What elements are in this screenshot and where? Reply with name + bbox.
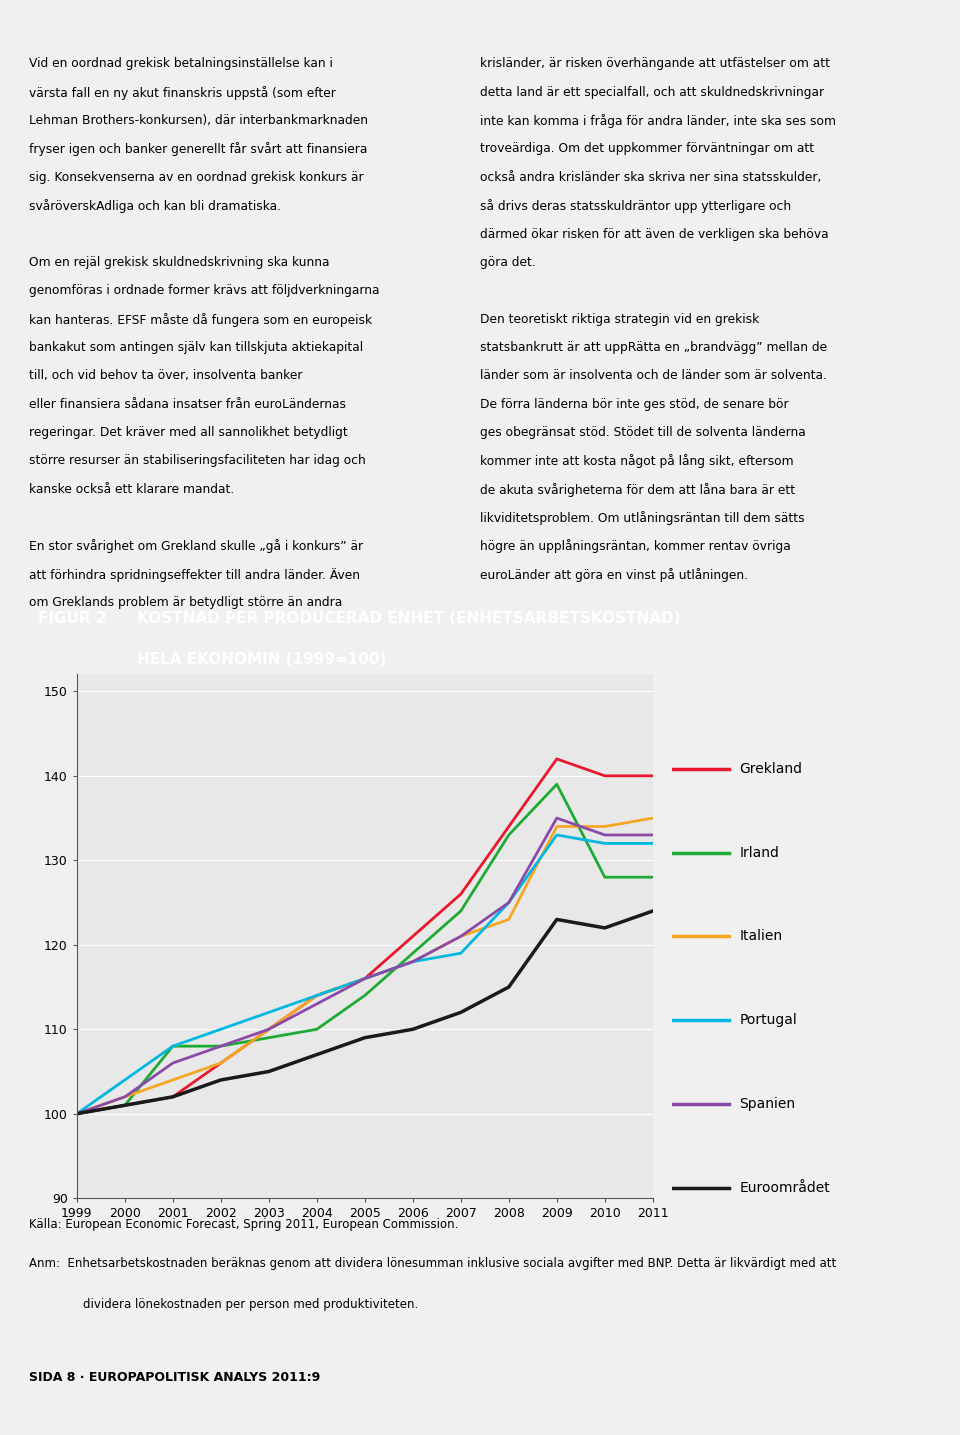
Text: kanske också ett klarare mandat.: kanske också ett klarare mandat. bbox=[29, 482, 234, 495]
Text: också andra krisländer ska skriva ner sina statsskulder,: också andra krisländer ska skriva ner si… bbox=[480, 171, 822, 184]
Text: dividera lönekostnaden per person med produktiviteten.: dividera lönekostnaden per person med pr… bbox=[83, 1299, 419, 1312]
Text: Vid en oordnad grekisk betalningsinställelse kan i: Vid en oordnad grekisk betalningsinställ… bbox=[29, 57, 333, 70]
Text: göra det.: göra det. bbox=[480, 255, 536, 268]
Text: likviditetsproblem. Om utlåningsräntan till dem sätts: likviditetsproblem. Om utlåningsräntan t… bbox=[480, 511, 804, 525]
Text: större resurser än stabiliseringsfaciliteten har idag och: större resurser än stabiliseringsfacilit… bbox=[29, 455, 366, 468]
Text: detta land är ett specialfall, och att skuldnedskrivningar: detta land är ett specialfall, och att s… bbox=[480, 86, 824, 99]
Text: Spanien: Spanien bbox=[739, 1096, 796, 1111]
Text: länder som är insolventa och de länder som är solventa.: länder som är insolventa och de länder s… bbox=[480, 369, 827, 382]
Text: högre än upplåningsräntan, kommer rentav övriga: högre än upplåningsräntan, kommer rentav… bbox=[480, 540, 791, 554]
Text: troveärdiga. Om det uppkommer förväntningar om att: troveärdiga. Om det uppkommer förväntnin… bbox=[480, 142, 814, 155]
Text: De förra länderna bör inte ges stöd, de senare bör: De förra länderna bör inte ges stöd, de … bbox=[480, 397, 788, 410]
Text: Italien: Italien bbox=[739, 930, 782, 943]
Text: kan hanteras. EFSF måste då fungera som en europeisk: kan hanteras. EFSF måste då fungera som … bbox=[29, 313, 372, 327]
Text: Källa: European Economic Forecast, Spring 2011, European Commission.: Källa: European Economic Forecast, Sprin… bbox=[29, 1218, 458, 1231]
Text: därmed ökar risken för att även de verkligen ska behöva: därmed ökar risken för att även de verkl… bbox=[480, 228, 828, 241]
Text: svåröverskAdliga och kan bli dramatiska.: svåröverskAdliga och kan bli dramatiska. bbox=[29, 199, 280, 214]
Text: genomföras i ordnade former krävs att följdverkningarna: genomföras i ordnade former krävs att fö… bbox=[29, 284, 379, 297]
Text: Den teoretiskt riktiga strategin vid en grekisk: Den teoretiskt riktiga strategin vid en … bbox=[480, 313, 759, 326]
Text: inte kan komma i fråga för andra länder, inte ska ses som: inte kan komma i fråga för andra länder,… bbox=[480, 115, 836, 128]
Text: SIDA 8 · EUROPAPOLITISK ANALYS 2011:9: SIDA 8 · EUROPAPOLITISK ANALYS 2011:9 bbox=[29, 1370, 320, 1385]
Text: Anm:  Enhetsarbetskostnaden beräknas genom att dividera lönesumman inklusive soc: Anm: Enhetsarbetskostnaden beräknas geno… bbox=[29, 1257, 836, 1270]
Text: FIGUR 2: FIGUR 2 bbox=[37, 611, 107, 626]
Text: eller finansiera sådana insatser från euroLändernas: eller finansiera sådana insatser från eu… bbox=[29, 397, 346, 410]
Text: ges obegränsat stöd. Stödet till de solventa länderna: ges obegränsat stöd. Stödet till de solv… bbox=[480, 426, 805, 439]
Text: statsbankrutt är att uppRätta en „brandvägg” mellan de: statsbankrutt är att uppRätta en „brandv… bbox=[480, 342, 828, 354]
Text: HELA EKONOMIN (1999=100): HELA EKONOMIN (1999=100) bbox=[137, 653, 387, 667]
Text: värsta fall en ny akut finanskris uppstå (som efter: värsta fall en ny akut finanskris uppstå… bbox=[29, 86, 336, 99]
Text: att förhindra spridningseffekter till andra länder. Även: att förhindra spridningseffekter till an… bbox=[29, 568, 360, 581]
Text: så drivs deras statsskuldräntor upp ytterligare och: så drivs deras statsskuldräntor upp ytte… bbox=[480, 199, 791, 214]
Text: regeringar. Det kräver med all sannolikhet betydligt: regeringar. Det kräver med all sannolikh… bbox=[29, 426, 348, 439]
Text: bankakut som antingen själv kan tillskjuta aktiekapital: bankakut som antingen själv kan tillskju… bbox=[29, 342, 363, 354]
Text: Euroområdet: Euroområdet bbox=[739, 1181, 830, 1195]
Text: de akuta svårigheterna för dem att låna bara är ett: de akuta svårigheterna för dem att låna … bbox=[480, 482, 795, 497]
Text: Lehman Brothers-konkursen), där interbankmarknaden: Lehman Brothers-konkursen), där interban… bbox=[29, 115, 368, 128]
Text: sig. Konsekvenserna av en oordnad grekisk konkurs är: sig. Konsekvenserna av en oordnad grekis… bbox=[29, 171, 364, 184]
Text: En stor svårighet om Grekland skulle „gå i konkurs” är: En stor svårighet om Grekland skulle „gå… bbox=[29, 540, 363, 554]
Text: KOSTNAD PER PRODUCERAD ENHET (ENHETSARBETSKOSTNAD): KOSTNAD PER PRODUCERAD ENHET (ENHETSARBE… bbox=[137, 611, 681, 626]
Text: Irland: Irland bbox=[739, 845, 780, 860]
Text: Om en rejäl grekisk skuldnedskrivning ska kunna: Om en rejäl grekisk skuldnedskrivning sk… bbox=[29, 255, 329, 268]
Text: fryser igen och banker generellt får svårt att finansiera: fryser igen och banker generellt får svå… bbox=[29, 142, 367, 156]
Text: om Greklands problem är betydligt större än andra: om Greklands problem är betydligt större… bbox=[29, 596, 342, 608]
Text: Grekland: Grekland bbox=[739, 762, 803, 776]
Text: euroLänder att göra en vinst på utlåningen.: euroLänder att göra en vinst på utlåning… bbox=[480, 568, 748, 581]
Text: Portugal: Portugal bbox=[739, 1013, 797, 1027]
Text: till, och vid behov ta över, insolventa banker: till, och vid behov ta över, insolventa … bbox=[29, 369, 302, 382]
Text: kommer inte att kosta något på lång sikt, eftersom: kommer inte att kosta något på lång sikt… bbox=[480, 455, 794, 468]
Text: krisländer, är risken överhängande att utfästelser om att: krisländer, är risken överhängande att u… bbox=[480, 57, 830, 70]
